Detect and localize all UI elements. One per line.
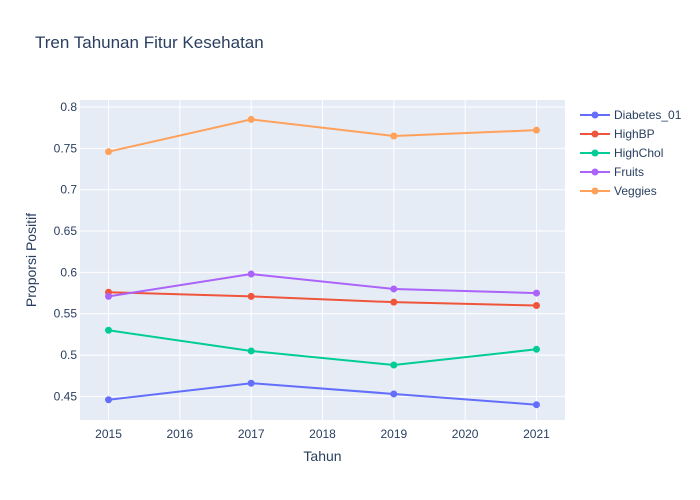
data-point (247, 115, 255, 123)
data-point (390, 390, 398, 398)
x-tick-label: 2017 (238, 427, 265, 441)
x-tick-label: 2015 (95, 427, 122, 441)
y-tick-label: 0.65 (54, 224, 78, 238)
data-point (105, 292, 113, 300)
data-point (390, 298, 398, 306)
data-point (105, 396, 113, 404)
data-point (247, 292, 255, 300)
data-point (532, 126, 540, 134)
data-point (105, 326, 113, 334)
x-axis-title: Tahun (303, 448, 341, 464)
legend: Diabetes_01 HighBP HighChol Fruits Veggies (580, 108, 682, 198)
y-tick-label: 0.75 (54, 141, 78, 155)
data-point (247, 270, 255, 278)
legend-item: Diabetes_01 (580, 108, 682, 122)
legend-marker (591, 149, 599, 157)
series-line (108, 329, 537, 367)
data-point (390, 285, 398, 293)
y-tick-label: 0.7 (60, 183, 77, 197)
series-layer (105, 115, 540, 409)
series-line (108, 382, 537, 406)
y-tick-label: 0.6 (60, 265, 77, 279)
data-point (247, 379, 255, 387)
x-axis-ticks: 2015 2016 2017 2018 2019 2020 2021 (95, 427, 550, 441)
x-tick-label: 2018 (309, 427, 336, 441)
legend-label: HighChol (614, 146, 663, 160)
legend-item: HighBP (580, 127, 655, 141)
legend-label: HighBP (614, 127, 655, 141)
series-line (108, 118, 537, 153)
chart-title: Tren Tahunan Fitur Kesehatan (35, 33, 264, 52)
series-line (108, 291, 537, 307)
data-point (390, 132, 398, 140)
series-line (108, 273, 537, 298)
legend-label: Fruits (614, 165, 644, 179)
data-point (105, 148, 113, 156)
data-point (532, 345, 540, 353)
data-point (247, 347, 255, 355)
x-tick-label: 2021 (523, 427, 550, 441)
y-tick-label: 0.45 (54, 389, 78, 403)
x-tick-label: 2019 (380, 427, 407, 441)
legend-marker (591, 111, 599, 119)
legend-label: Diabetes_01 (614, 108, 682, 122)
data-point (532, 301, 540, 309)
y-axis-title: Proporsi Positif (23, 213, 39, 307)
series-highchol (105, 326, 540, 369)
series-diabetes-01 (105, 379, 540, 409)
y-axis-ticks: 0.45 0.5 0.55 0.6 0.65 0.7 0.75 0.8 (54, 100, 78, 403)
legend-label: Veggies (614, 184, 657, 198)
x-tick-label: 2016 (167, 427, 194, 441)
legend-item: Veggies (580, 184, 657, 198)
legend-item: Fruits (580, 165, 644, 179)
series-fruits (105, 270, 540, 300)
legend-item: HighChol (580, 146, 663, 160)
y-tick-label: 0.55 (54, 307, 78, 321)
series-veggies (105, 115, 540, 156)
data-point (390, 361, 398, 369)
legend-marker (591, 130, 599, 138)
x-tick-label: 2020 (452, 427, 479, 441)
y-tick-label: 0.8 (60, 100, 77, 114)
y-tick-label: 0.5 (60, 348, 77, 362)
data-point (532, 289, 540, 297)
data-point (532, 401, 540, 409)
legend-marker (591, 187, 599, 195)
legend-marker (591, 168, 599, 176)
